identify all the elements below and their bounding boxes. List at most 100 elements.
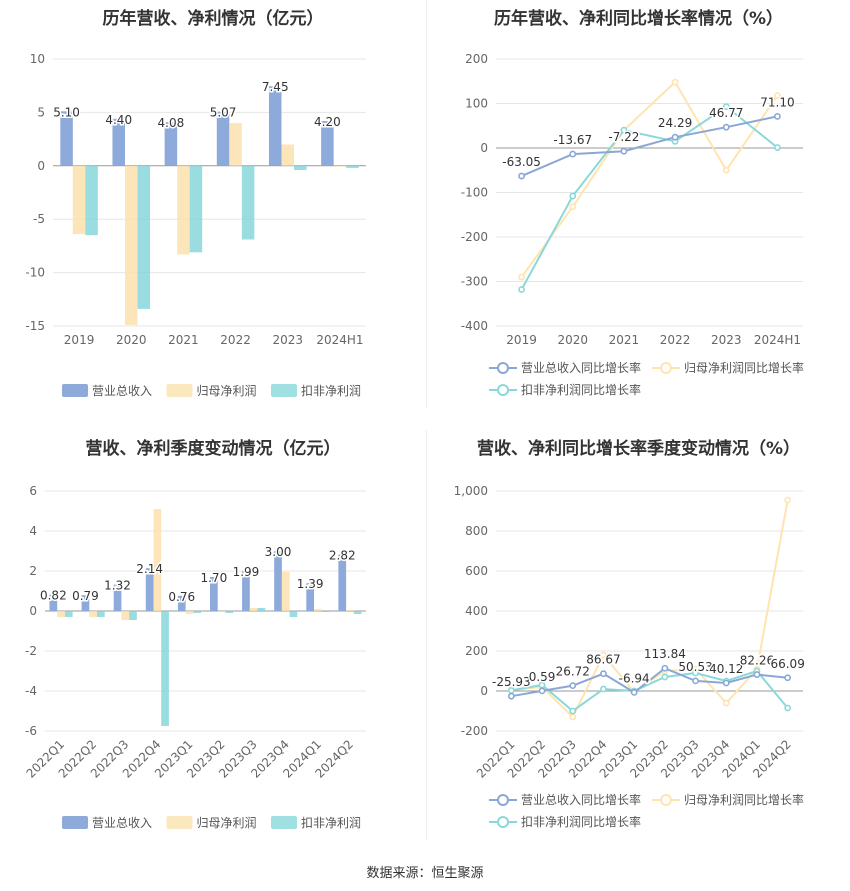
deducted-profit-growth-point: [784, 704, 792, 712]
revenue-growth-point: [722, 679, 730, 687]
legend-label: 归母净利润同比增长率: [684, 792, 804, 807]
x-tick-label: 2020: [557, 333, 588, 347]
net-profit-growth-point: [784, 496, 792, 504]
y-tick-label: 10: [30, 52, 45, 66]
y-tick-label: 6: [29, 484, 37, 498]
legend-swatch: [271, 816, 297, 829]
legend-label: 扣非净利润: [301, 384, 361, 398]
net-profit-growth-point: [569, 713, 577, 721]
y-tick-label: -100: [461, 186, 488, 200]
data-label: 3.00: [265, 545, 292, 559]
data-label: 1.99: [233, 565, 260, 579]
net-profit-growth-point: [774, 92, 781, 99]
data-label: 2.14: [136, 562, 163, 576]
chart-panel-quarterly-bars: 营收、净利季度变动情况（亿元） 6 4 2 0 -2 -4 -6 2022Q1 2022Q2 20…: [0, 425, 426, 845]
legend-label: 扣非净利润同比增长率: [521, 814, 641, 829]
x-tick-label: 2021: [609, 333, 640, 347]
bar-revenue: [113, 584, 122, 611]
legend-label: 归母净利润: [197, 816, 257, 830]
x-tick-label: 2022: [660, 333, 691, 347]
revenue-growth-line: [521, 115, 778, 177]
bar-revenue: [306, 583, 314, 611]
bar-revenue: [49, 594, 58, 611]
data-label: 1.32: [104, 579, 131, 593]
revenue-growth-point: [518, 172, 525, 180]
net-profit-growth-line: [520, 80, 779, 278]
revenue-growth-point: [661, 664, 669, 672]
data-label: 0.82: [40, 589, 67, 603]
deducted-profit-growth-point: [774, 144, 781, 151]
bar-deducted-net-profit: [294, 165, 307, 171]
annual-growth-chart: 200 100 0 -100 -200 -300 -400 2019 2020 2021 2022 2…: [461, 52, 804, 397]
legend-marker: [497, 816, 509, 828]
bar-deducted-net-profit: [241, 165, 255, 240]
bar-net-profit: [249, 608, 258, 611]
legend-swatch: [62, 816, 88, 829]
bar-net-profit: [124, 165, 138, 325]
data-label: 1.70: [200, 571, 227, 585]
chart-panel-annual-growth: 历年营收、净利同比增长率情况（%） 200 100 0 -100 -200 -300 -40…: [427, 0, 850, 408]
deducted-profit-growth-point: [569, 707, 577, 715]
net-profit-growth-point: [722, 166, 730, 174]
data-label: 66.09: [770, 657, 804, 671]
bar-revenue: [145, 568, 154, 611]
bar-net-profit: [313, 609, 322, 611]
y-tick-label: 600: [465, 564, 488, 578]
legend-label: 营业总收入同比增长率: [521, 792, 641, 807]
revenue-growth-point: [569, 682, 577, 690]
bar-revenue: [321, 120, 334, 166]
y-tick-label: 0: [29, 604, 37, 618]
deducted-profit-growth-point: [569, 192, 577, 200]
data-label: 1.39: [297, 577, 324, 591]
bar-net-profit: [333, 165, 347, 167]
deducted-profit-growth-point: [722, 103, 730, 111]
bar-revenue: [268, 86, 282, 166]
y-tick-label: -200: [461, 724, 488, 738]
revenue-growth-point: [671, 133, 679, 141]
net-profit-growth-point: [671, 78, 679, 86]
data-label: 82.26: [740, 654, 774, 668]
data-label: 0.79: [72, 589, 99, 603]
bar-net-profit: [281, 572, 290, 611]
legend-swatch: [166, 816, 193, 829]
bar-net-profit: [217, 611, 226, 612]
bar-revenue: [209, 577, 218, 611]
legend-marker: [497, 362, 509, 374]
x-tick-label: 2023: [711, 333, 742, 347]
data-source: 数据来源：恒生聚源: [366, 866, 484, 881]
deducted-profit-growth-point: [600, 685, 607, 693]
revenue-growth-point: [569, 150, 577, 158]
bar-deducted-net-profit: [161, 611, 169, 726]
data-label: 50.53: [678, 660, 712, 674]
data-label: 113.84: [644, 647, 686, 661]
chart-title: 历年营收、净利同比增长率情况（%）: [493, 9, 784, 29]
y-tick-label: 100: [465, 97, 488, 111]
data-label: -6.94: [619, 671, 650, 685]
legend-marker: [497, 384, 509, 396]
x-tick-label: 2019: [64, 333, 95, 347]
divider: [426, 0, 427, 408]
net-profit-growth-point: [722, 699, 730, 707]
bar-net-profit: [57, 611, 65, 617]
bar-net-profit: [89, 611, 98, 617]
quarterly-bar-chart: 6420-2-4-62022Q12022Q22022Q32022Q42023Q1…: [24, 484, 366, 830]
bar-net-profit: [177, 165, 190, 255]
bar-deducted-net-profit: [225, 611, 234, 613]
bar-net-profit: [153, 509, 162, 611]
y-tick-label: 1,000: [454, 484, 488, 498]
x-tick-label: 2019: [506, 333, 537, 347]
revenue-growth-point: [774, 112, 781, 120]
bar-revenue: [274, 551, 282, 611]
legend-label: 营业总收入: [92, 816, 152, 830]
bar-revenue: [81, 595, 90, 611]
data-label: 86.67: [586, 653, 620, 667]
revenue-growth-line: [511, 667, 788, 698]
y-tick-label: 5: [37, 105, 45, 119]
legend-swatch: [166, 384, 193, 397]
y-tick-label: 200: [465, 52, 488, 66]
bar-revenue: [338, 554, 347, 611]
net-profit-growth-point: [569, 203, 577, 211]
chart-title: 历年营收、净利情况（亿元）: [102, 9, 324, 29]
deducted-profit-growth-point: [661, 673, 669, 681]
legend-marker: [497, 794, 509, 806]
